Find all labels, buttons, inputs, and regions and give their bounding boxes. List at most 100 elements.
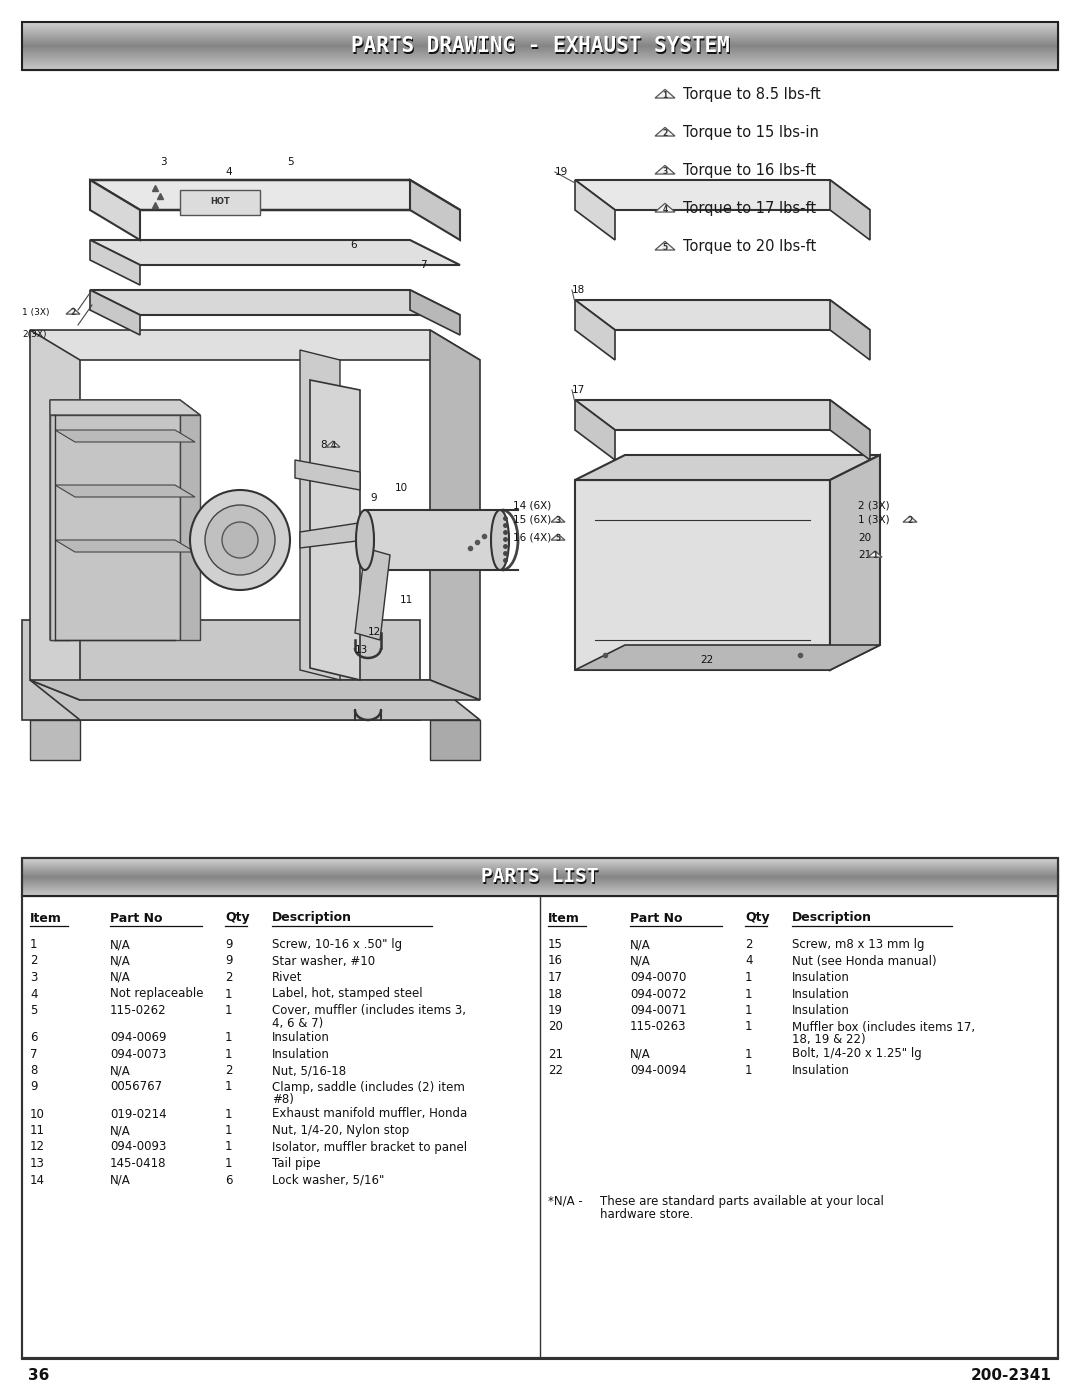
- Text: 1 (3X): 1 (3X): [22, 307, 50, 317]
- Text: 17: 17: [572, 386, 585, 395]
- Text: 7: 7: [30, 1048, 38, 1060]
- Text: 19: 19: [548, 1004, 563, 1017]
- Text: Screw, m8 x 13 mm lg: Screw, m8 x 13 mm lg: [792, 937, 924, 951]
- Text: PARTS LIST: PARTS LIST: [482, 868, 598, 887]
- Text: 7: 7: [420, 260, 427, 270]
- Text: 15: 15: [548, 937, 563, 951]
- Text: PARTS LIST: PARTS LIST: [483, 869, 599, 888]
- Text: Isolator, muffler bracket to panel: Isolator, muffler bracket to panel: [272, 1140, 468, 1154]
- Text: Description: Description: [792, 911, 872, 925]
- Text: 9: 9: [225, 954, 232, 968]
- Polygon shape: [831, 180, 870, 240]
- Polygon shape: [50, 415, 180, 640]
- Text: 4: 4: [745, 954, 753, 968]
- Text: Star washer, #10: Star washer, #10: [272, 954, 375, 968]
- Text: 2: 2: [225, 1065, 232, 1077]
- Text: N/A: N/A: [110, 1125, 131, 1137]
- Text: 5: 5: [662, 243, 667, 253]
- Polygon shape: [50, 400, 200, 640]
- Polygon shape: [575, 300, 870, 330]
- Text: 5: 5: [30, 1004, 38, 1017]
- Text: 3: 3: [662, 168, 667, 176]
- Polygon shape: [575, 400, 615, 460]
- Bar: [22, 895, 1058, 1358]
- Text: 4: 4: [330, 441, 336, 450]
- Text: 1: 1: [225, 988, 232, 1000]
- Text: N/A: N/A: [110, 954, 131, 968]
- Text: 094-0069: 094-0069: [110, 1031, 166, 1044]
- Polygon shape: [300, 351, 340, 680]
- Text: 1: 1: [745, 1065, 753, 1077]
- Text: PARTS DRAWING - EXHAUST SYSTEM: PARTS DRAWING - EXHAUST SYSTEM: [352, 38, 730, 57]
- Text: 1: 1: [225, 1004, 232, 1017]
- Polygon shape: [575, 400, 870, 430]
- Text: Exhaust manifold muffler, Honda: Exhaust manifold muffler, Honda: [272, 1108, 468, 1120]
- Polygon shape: [575, 455, 880, 481]
- Text: N/A: N/A: [630, 954, 651, 968]
- Polygon shape: [326, 441, 340, 447]
- Text: Description: Description: [272, 911, 352, 925]
- Text: 8: 8: [320, 440, 326, 450]
- Text: 15 (6X): 15 (6X): [513, 515, 551, 525]
- Text: 115-0263: 115-0263: [630, 1020, 687, 1034]
- Polygon shape: [50, 400, 200, 415]
- Polygon shape: [654, 242, 675, 250]
- Text: 18: 18: [572, 285, 585, 295]
- Text: 1: 1: [225, 1140, 232, 1154]
- Text: 12: 12: [368, 627, 381, 637]
- Polygon shape: [90, 240, 140, 285]
- Text: N/A: N/A: [630, 937, 651, 951]
- Polygon shape: [831, 400, 870, 460]
- Text: 1: 1: [225, 1108, 232, 1120]
- Text: 2(3X): 2(3X): [22, 331, 46, 339]
- Polygon shape: [300, 522, 365, 548]
- Text: Qty: Qty: [745, 911, 770, 925]
- Polygon shape: [551, 534, 565, 541]
- Polygon shape: [831, 455, 880, 671]
- Text: 18, 19 & 22): 18, 19 & 22): [792, 1034, 866, 1046]
- Polygon shape: [22, 620, 420, 719]
- Text: 6: 6: [350, 240, 356, 250]
- Text: Torque to 15 lbs-in: Torque to 15 lbs-in: [683, 126, 819, 141]
- Text: 17: 17: [548, 971, 563, 983]
- Text: 1: 1: [873, 550, 878, 560]
- Text: 200-2341: 200-2341: [971, 1368, 1052, 1383]
- Text: Cover, muffler (includes items 3,: Cover, muffler (includes items 3,: [272, 1004, 465, 1017]
- Polygon shape: [430, 719, 480, 760]
- Ellipse shape: [491, 510, 509, 570]
- Bar: [22, 858, 1058, 895]
- Text: Torque to 8.5 lbs-ft: Torque to 8.5 lbs-ft: [683, 88, 821, 102]
- Text: 11: 11: [30, 1125, 45, 1137]
- Text: 3: 3: [160, 156, 166, 168]
- Text: 094-0070: 094-0070: [630, 971, 687, 983]
- Text: 145-0418: 145-0418: [110, 1157, 166, 1171]
- Text: *N/A -: *N/A -: [548, 1194, 583, 1208]
- Text: Muffler box (includes items 17,: Muffler box (includes items 17,: [792, 1020, 975, 1034]
- Text: 094-0073: 094-0073: [110, 1048, 166, 1060]
- Text: Not replaceable: Not replaceable: [110, 988, 203, 1000]
- Polygon shape: [868, 550, 882, 557]
- Polygon shape: [30, 680, 480, 719]
- Text: Label, hot, stamped steel: Label, hot, stamped steel: [272, 988, 422, 1000]
- Polygon shape: [654, 204, 675, 212]
- Text: 20: 20: [548, 1020, 563, 1034]
- Polygon shape: [575, 481, 831, 671]
- Circle shape: [190, 490, 291, 590]
- Text: 094-0094: 094-0094: [630, 1065, 687, 1077]
- Text: 13: 13: [30, 1157, 45, 1171]
- Polygon shape: [575, 300, 615, 360]
- Text: 20: 20: [858, 534, 872, 543]
- Text: N/A: N/A: [110, 1173, 131, 1186]
- Text: #8): #8): [272, 1094, 294, 1106]
- Text: 19: 19: [555, 168, 568, 177]
- Polygon shape: [310, 380, 360, 680]
- Text: Insulation: Insulation: [792, 971, 850, 983]
- Text: 3: 3: [555, 515, 561, 525]
- Text: 16: 16: [548, 954, 563, 968]
- Polygon shape: [55, 485, 195, 497]
- Polygon shape: [180, 415, 200, 640]
- Polygon shape: [295, 460, 360, 490]
- Text: 1: 1: [745, 988, 753, 1000]
- Text: 1: 1: [745, 1004, 753, 1017]
- Polygon shape: [430, 330, 480, 700]
